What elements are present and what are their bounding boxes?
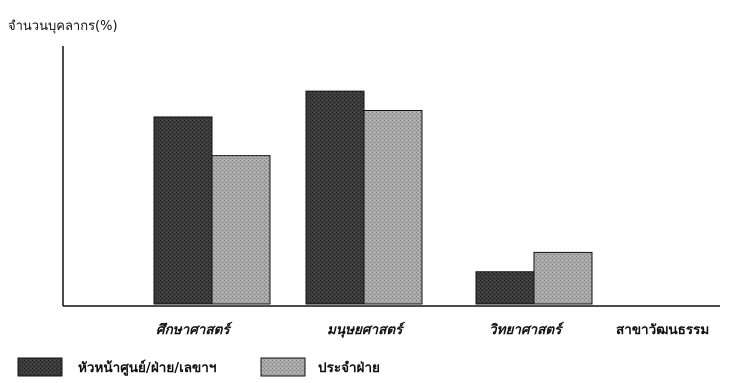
legend: หัวหน้าศูนย์/ฝ่าย/เลขาฯ ประจำฝ่าย (17, 357, 380, 377)
category-label-1: ศึกษาศาสตร์ (156, 321, 233, 338)
y-axis-label: จำนวนบุคลากร(%) (8, 19, 118, 34)
legend-swatch-1 (17, 357, 63, 377)
legend-label-1: หัวหน้าศูนย์/ฝ่าย/เลขาฯ (78, 359, 217, 376)
category-label-3: วิทยาศาสตร์ (489, 321, 564, 338)
bar-head-2 (305, 90, 365, 305)
category-labels: ศึกษาศาสตร์ มนุษยศาสตร์ วิทยาศาสตร์ (156, 321, 564, 338)
legend-label-2: ประจำฝ่าย (318, 360, 380, 376)
bar-head-1 (153, 116, 213, 305)
x-axis-label: สาขาวัฒนธรรม (616, 322, 709, 338)
bar-staff-3 (533, 251, 593, 305)
bar-group (153, 90, 593, 305)
bar-staff-2 (363, 110, 423, 305)
bar-staff-1 (211, 155, 271, 305)
category-label-2: มนุษยศาสตร์ (327, 321, 405, 338)
bar-head-3 (475, 271, 535, 305)
legend-swatch-2 (260, 357, 306, 377)
